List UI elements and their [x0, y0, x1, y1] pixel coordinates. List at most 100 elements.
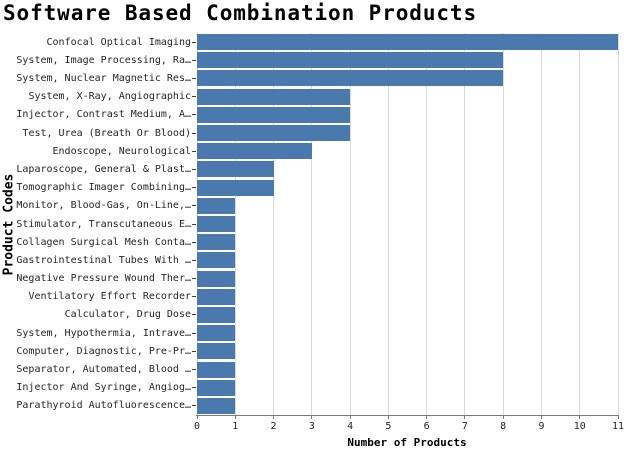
x-tick-mark	[617, 416, 619, 419]
category-label: Parathyroid Autofluorescence…	[16, 400, 191, 412]
gridline	[579, 33, 581, 415]
bar	[197, 70, 504, 87]
gridline	[540, 33, 542, 415]
x-tick-mark	[502, 416, 504, 419]
y-tick-mark	[192, 278, 196, 280]
x-tick-label: 5	[385, 421, 392, 432]
x-tick-mark	[387, 416, 389, 419]
bar	[197, 234, 236, 251]
y-tick-mark	[192, 41, 196, 43]
y-tick-mark	[192, 405, 196, 407]
category-label: Gastrointestinal Tubes With …	[16, 254, 191, 266]
category-label: Ventilatory Effort Recorder	[28, 291, 191, 303]
x-tick-mark	[579, 416, 581, 419]
y-tick-mark	[192, 369, 196, 371]
x-tick-mark	[273, 416, 275, 419]
category-label: Computer, Diagnostic, Pre-Pr…	[16, 345, 191, 357]
x-tick-label: 4	[347, 421, 354, 432]
gridline	[349, 33, 351, 415]
category-label: Endoscope, Neurological	[52, 145, 191, 157]
bar	[197, 288, 236, 305]
bar	[197, 252, 236, 269]
y-tick-mark	[192, 132, 196, 134]
category-label: Tomographic Imager Combining…	[16, 182, 191, 194]
x-tick-mark	[464, 416, 466, 419]
y-tick-mark	[192, 114, 196, 116]
x-tick-label: 3	[308, 421, 315, 432]
x-tick-label: 2	[270, 421, 277, 432]
category-label: Monitor, Blood-Gas, On-Line,…	[16, 200, 191, 212]
category-label: Test, Urea (Breath Or Blood)	[22, 127, 191, 139]
x-tick-label: 8	[500, 421, 507, 432]
y-tick-mark	[192, 96, 196, 98]
category-label: Laparoscope, General & Plast…	[16, 163, 191, 175]
x-tick-label: 1	[232, 421, 239, 432]
category-label: Confocal Optical Imaging	[46, 36, 192, 48]
category-label: Negative Pressure Wound Ther…	[16, 273, 191, 285]
category-label: System, Nuclear Magnetic Res…	[16, 72, 191, 84]
category-label: Injector And Syringe, Angiog…	[16, 382, 191, 394]
x-tick-mark	[196, 416, 198, 419]
gridline	[234, 33, 236, 415]
y-tick-mark	[192, 187, 196, 189]
bar	[197, 88, 351, 105]
x-axis-label: Number of Products	[347, 436, 467, 449]
gridline	[387, 33, 389, 415]
y-category-labels: Confocal Optical Imaging System, Image Pr…	[0, 33, 191, 415]
y-tick-mark	[192, 296, 196, 298]
gridline	[273, 33, 275, 415]
y-tick-mark	[192, 314, 196, 316]
bar	[197, 379, 236, 396]
bar	[197, 361, 236, 378]
bar	[197, 325, 236, 342]
y-tick-mark	[192, 350, 196, 352]
y-tick-mark	[192, 150, 196, 152]
y-tick-mark	[192, 387, 196, 389]
x-axis-line	[196, 415, 619, 416]
x-tick-label: 10	[573, 421, 586, 432]
bar	[197, 397, 236, 414]
category-label: System, X-Ray, Angiographic	[28, 91, 191, 103]
y-tick-mark	[192, 241, 196, 243]
category-label: Separator, Automated, Blood …	[16, 364, 191, 376]
bar	[197, 34, 618, 51]
gridline	[502, 33, 504, 415]
bar	[197, 197, 236, 214]
bar	[197, 270, 236, 287]
x-tick-mark	[540, 416, 542, 419]
category-label: Collagen Surgical Mesh Conta…	[16, 236, 191, 248]
gridline	[617, 33, 619, 415]
bar	[197, 161, 274, 178]
gridline	[464, 33, 466, 415]
x-tick-label: 9	[538, 421, 545, 432]
category-label: Calculator, Drug Dose	[64, 309, 191, 321]
y-tick-mark	[192, 168, 196, 170]
y-tick-mark	[192, 223, 196, 225]
category-label: System, Hypothermia, Intrave…	[16, 327, 191, 339]
x-tick-label: 7	[461, 421, 468, 432]
chart-title: Software Based Combination Products	[3, 1, 478, 25]
x-tick-mark	[426, 416, 428, 419]
bar	[197, 306, 236, 323]
category-label: System, Image Processing, Ra…	[16, 54, 191, 66]
x-tick-mark	[234, 416, 236, 419]
x-tick-label: 0	[193, 421, 201, 432]
gridline	[426, 33, 428, 415]
x-tick-mark	[311, 416, 313, 419]
category-label: Stimulator, Transcutaneous E…	[16, 218, 191, 230]
y-tick-mark	[192, 332, 196, 334]
bar	[197, 216, 236, 232]
y-tick-mark	[192, 59, 196, 61]
y-tick-mark	[192, 205, 196, 207]
y-tick-mark	[192, 77, 196, 79]
bar	[197, 343, 236, 360]
x-tick-mark	[349, 416, 351, 419]
bar	[197, 125, 351, 142]
y-tick-mark	[192, 259, 196, 261]
category-label: Injector, Contrast Medium, A…	[16, 109, 191, 121]
bar	[197, 143, 312, 160]
bar	[197, 52, 504, 69]
gridline	[311, 33, 313, 415]
x-tick-label: 6	[423, 421, 430, 432]
